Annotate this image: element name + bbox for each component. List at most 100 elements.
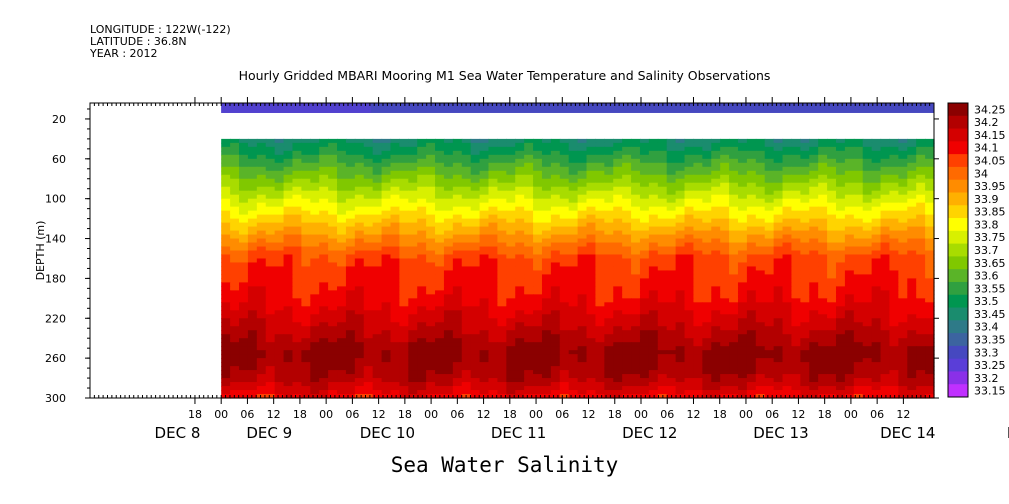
- contour-cell: [925, 342, 935, 347]
- contour-cell: [844, 166, 855, 172]
- contour-cell: [408, 246, 418, 252]
- contour-cell: [559, 194, 570, 200]
- contour-cell: [800, 206, 810, 212]
- contour-cell: [524, 234, 534, 240]
- contour-cell: [408, 270, 418, 276]
- contour-cell: [274, 334, 285, 339]
- contour-cell: [871, 242, 882, 248]
- contour-cell: [720, 262, 730, 268]
- contour-cell: [791, 186, 801, 192]
- contour-cell: [533, 214, 543, 220]
- contour-cell: [809, 290, 819, 295]
- contour-cell: [265, 230, 276, 236]
- contour-cell: [613, 270, 623, 276]
- contour-cell: [435, 306, 445, 311]
- contour-cell: [408, 210, 418, 216]
- contour-cell: [426, 350, 436, 355]
- contour-cell: [301, 378, 311, 383]
- contour-cell: [827, 250, 837, 256]
- contour-cell: [345, 138, 356, 144]
- contour-cell: [577, 278, 588, 283]
- contour-cell: [470, 138, 481, 144]
- contour-cell: [711, 330, 721, 335]
- contour-cell: [657, 270, 668, 276]
- contour-cell: [737, 302, 748, 307]
- contour-cell: [844, 238, 855, 244]
- contour-cell: [533, 278, 543, 283]
- contour-cell: [809, 350, 819, 355]
- contour-cell: [755, 350, 766, 355]
- contour-cell: [488, 198, 498, 204]
- contour-cell: [916, 298, 926, 303]
- contour-cell: [399, 386, 409, 391]
- contour-cell: [684, 178, 695, 184]
- contour-cell: [773, 242, 784, 248]
- contour-cell: [541, 254, 552, 260]
- contour-cell: [381, 262, 392, 268]
- contour-cell: [639, 146, 650, 152]
- contour-cell: [345, 354, 356, 359]
- contour-cell: [925, 374, 935, 379]
- contour-cell: [550, 170, 561, 176]
- contour-cell: [247, 354, 258, 359]
- contour-cell: [265, 150, 276, 156]
- contour-cell: [844, 254, 855, 260]
- contour-cell: [800, 194, 810, 200]
- contour-cell: [711, 230, 721, 236]
- contour-cell: [693, 314, 703, 319]
- contour-cell: [880, 278, 891, 283]
- contour-cell: [746, 342, 757, 347]
- contour-cell: [381, 186, 392, 192]
- contour-cell: [256, 318, 267, 323]
- contour-cell: [256, 206, 267, 212]
- contour-cell: [247, 342, 258, 347]
- contour-cell: [844, 310, 855, 315]
- contour-cell: [345, 270, 356, 276]
- contour-cell: [800, 190, 810, 196]
- contour-cell: [631, 366, 641, 371]
- contour-cell: [844, 366, 855, 371]
- contour-cell: [577, 358, 588, 363]
- contour-cell: [417, 246, 427, 252]
- contour-cell: [265, 286, 276, 291]
- contour-cell: [639, 322, 650, 327]
- contour-cell: [604, 254, 614, 260]
- contour-cell: [274, 370, 285, 375]
- contour-cell: [221, 362, 231, 367]
- contour-cell: [310, 346, 320, 351]
- contour-cell: [363, 318, 374, 323]
- contour-cell: [844, 262, 855, 268]
- contour-cell: [871, 178, 882, 184]
- contour-cell: [862, 322, 873, 327]
- contour-cell: [372, 270, 383, 276]
- contour-cell: [586, 230, 597, 236]
- contour-cell: [435, 246, 445, 252]
- contour-cell: [461, 198, 472, 204]
- contour-cell: [746, 222, 757, 228]
- contour-cell: [782, 202, 793, 208]
- contour-cell: [818, 146, 828, 152]
- contour-cell: [265, 162, 276, 168]
- contour-cell: [791, 262, 801, 268]
- contour-cell: [791, 258, 801, 264]
- contour-cell: [443, 382, 454, 387]
- contour-cell: [399, 350, 409, 355]
- contour-cell: [354, 342, 365, 347]
- contour-cell: [265, 330, 276, 335]
- contour-cell: [782, 246, 793, 252]
- contour-cell: [648, 238, 659, 244]
- contour-cell: [773, 286, 784, 291]
- contour-cell: [702, 370, 712, 375]
- contour-cell: [889, 230, 899, 236]
- contour-cell: [247, 346, 258, 351]
- contour-cell: [550, 178, 561, 184]
- contour-cell: [880, 250, 891, 256]
- contour-cell: [907, 350, 917, 355]
- contour-cell: [862, 326, 873, 331]
- contour-cell: [497, 246, 507, 252]
- contour-cell: [337, 146, 347, 152]
- contour-cell: [737, 138, 748, 144]
- contour-cell: [337, 366, 347, 371]
- contour-cell: [898, 270, 908, 276]
- contour-cell: [283, 230, 294, 236]
